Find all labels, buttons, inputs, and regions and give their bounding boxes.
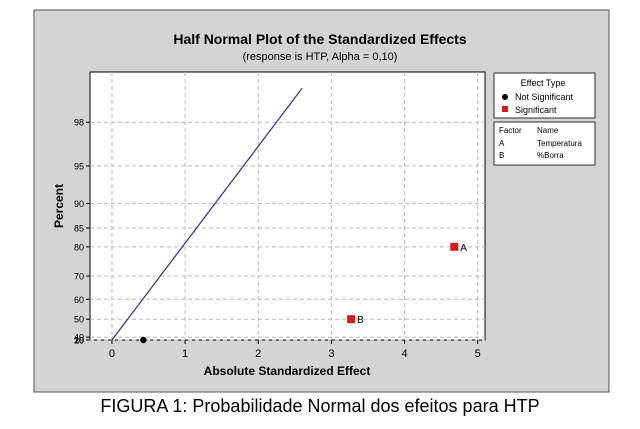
significant-effect-point — [450, 242, 459, 251]
factor-row-a-name: Temperatura — [537, 139, 582, 148]
factor-row-b-factor: B — [499, 151, 504, 160]
x-tick-label: 0 — [109, 348, 115, 360]
y-tick-label: 85 — [74, 223, 84, 233]
x-axis-label: Absolute Standardized Effect — [204, 364, 371, 378]
y-tick-label: 80 — [74, 242, 84, 252]
y-tick-label: 20 — [74, 336, 84, 346]
y-tick-label: 60 — [74, 295, 84, 305]
y-tick-label: 10 — [74, 336, 84, 346]
factor-row-b-name: %Borra — [537, 151, 564, 160]
x-tick-label: 3 — [328, 348, 334, 360]
y-tick-label: 40 — [74, 333, 84, 343]
reference-line — [111, 87, 303, 341]
legend-box — [493, 72, 596, 119]
legend: Effect Type Not Significant Significant — [493, 72, 596, 119]
x-tick-label: 5 — [475, 348, 481, 360]
legend-label-not-significant: Not Significant — [515, 92, 574, 102]
y-axis-label: Percent — [52, 184, 66, 228]
factor-table-box — [493, 121, 596, 166]
effect-point-label: B — [357, 315, 364, 326]
plot-area — [89, 71, 486, 341]
y-tick-label: 95 — [74, 161, 84, 171]
legend-marker-not-significant — [502, 94, 508, 100]
y-tick-label: 70 — [74, 272, 84, 282]
x-tick-label: 4 — [401, 348, 407, 360]
factor-header-name: Name — [537, 126, 559, 135]
legend-title: Effect Type — [521, 78, 566, 88]
y-tick-label: 30 — [74, 336, 84, 346]
y-tick-label: 0 — [79, 336, 84, 346]
not-significant-effect-point — [140, 336, 147, 344]
figure-caption: FIGURA 1: Probabilidade Normal dos efeit… — [100, 396, 540, 416]
factor-row-a-factor: A — [499, 139, 505, 148]
y-tick-label: 98 — [74, 118, 84, 128]
reference-line-group — [111, 87, 303, 341]
effect-point-label: A — [460, 243, 467, 254]
x-tick-label: 1 — [182, 348, 188, 360]
grid — [90, 72, 485, 341]
factor-table: Factor Name A Temperatura B %Borra — [493, 121, 596, 166]
significant-effect-point — [347, 315, 356, 324]
legend-label-significant: Significant — [515, 105, 557, 115]
legend-marker-significant — [502, 106, 508, 112]
x-tick-label: 2 — [255, 348, 261, 360]
points: BA — [140, 242, 467, 344]
x-axis-ticks: 0 1 2 3 4 5 — [109, 340, 481, 360]
y-tick-label: 90 — [74, 199, 84, 209]
factor-header-factor: Factor — [499, 126, 522, 135]
chart-title: Half Normal Plot of the Standardized Eff… — [173, 31, 466, 47]
y-tick-label: 50 — [74, 315, 84, 325]
chart-subtitle: (response is HTP, Alpha = 0,10) — [243, 51, 398, 63]
